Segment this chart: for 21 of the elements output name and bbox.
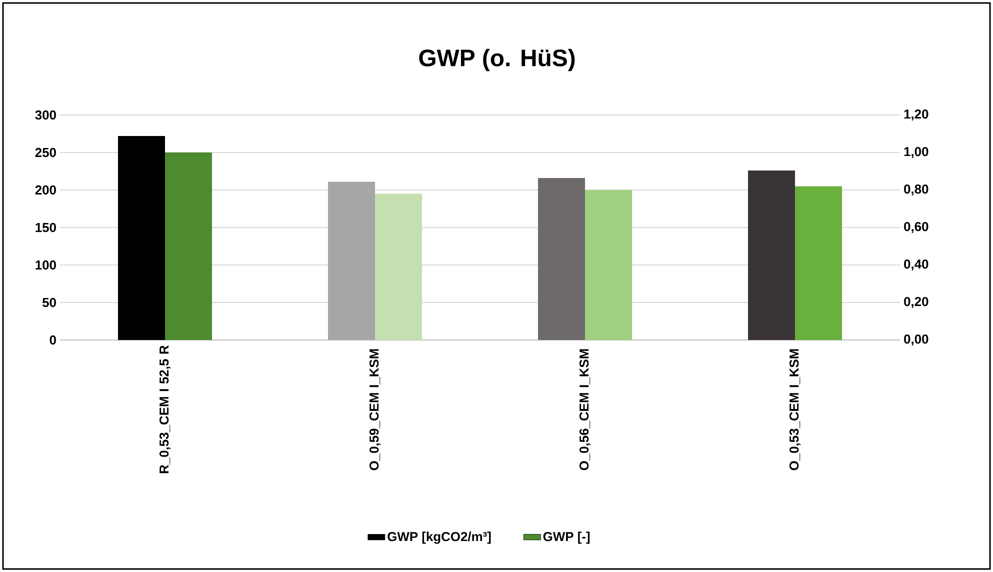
- y2-tick-label: 0,80: [904, 184, 928, 196]
- y-tick-label: 0: [50, 335, 56, 345]
- y-tick-label: 250: [35, 148, 56, 158]
- chart-title: GWP (o. HüS): [419, 48, 575, 72]
- y2-tick-label: 1,20: [904, 109, 928, 121]
- x-tick-label: O_0,53_CEM I_KSM: [789, 349, 801, 470]
- y-tick-label: 200: [35, 185, 56, 195]
- x-tick-label: R_0,53_CEM I 52,5 R: [159, 345, 171, 474]
- y2-tick-label: 1,00: [904, 146, 928, 158]
- y2-tick-label: 0,40: [904, 259, 928, 271]
- y2-tick-label: 0,60: [904, 222, 928, 234]
- y-tick-label: 100: [36, 260, 56, 270]
- y2-tick-label: 0,00: [904, 334, 928, 346]
- y-tick-label: 300: [35, 110, 56, 120]
- y-tick-label: 150: [36, 222, 56, 232]
- legend-label: GWP [-]: [543, 532, 590, 544]
- legend-label: GWP [kgCO2/m³]: [388, 532, 491, 544]
- x-tick-label: O_0,56_CEM I_KSM: [579, 349, 591, 470]
- y-tick-label: 50: [42, 298, 56, 308]
- y2-tick-label: 0,20: [904, 296, 928, 308]
- x-tick-label: O_0,59_CEM I_KSM: [369, 349, 381, 470]
